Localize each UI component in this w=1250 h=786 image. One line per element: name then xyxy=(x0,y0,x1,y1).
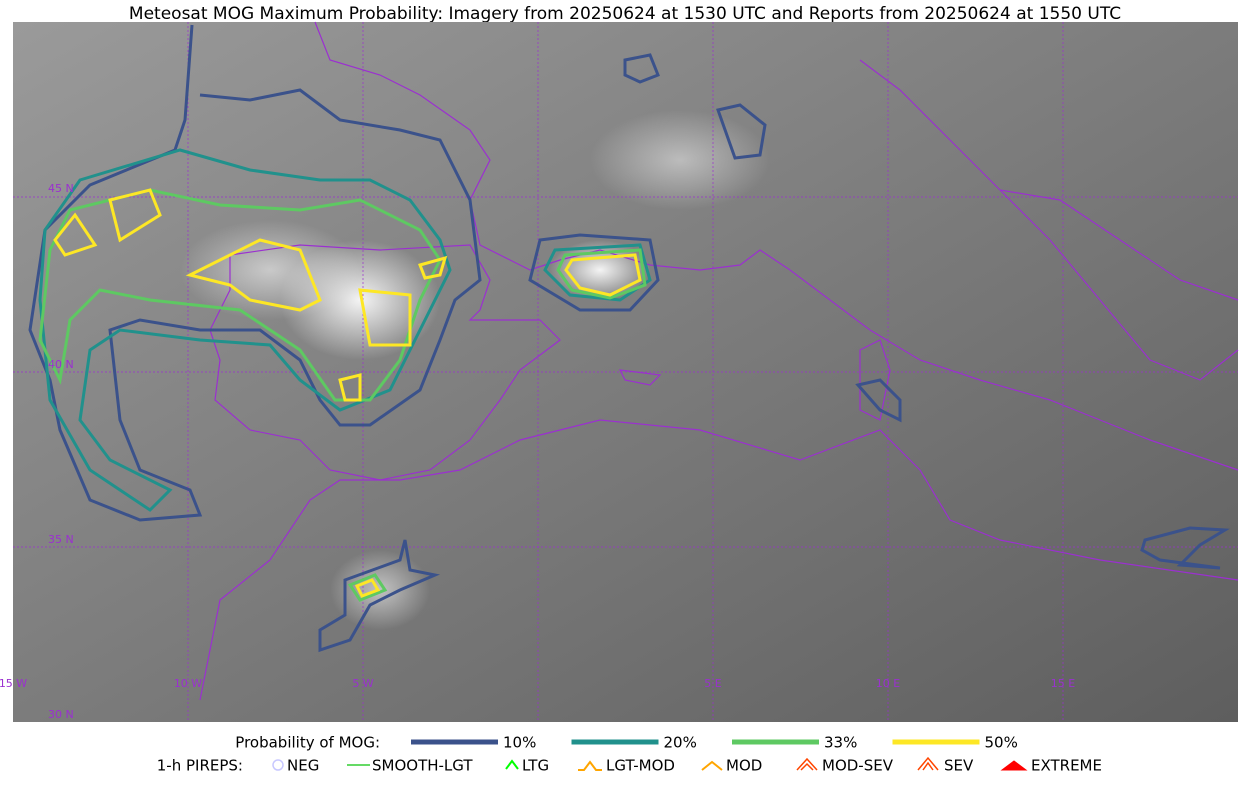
lat-label: 30 N xyxy=(48,708,74,721)
legend-entry: MOD xyxy=(726,757,762,775)
legend-entry: 20% xyxy=(664,734,697,752)
lon-label: 5 W xyxy=(352,677,373,690)
lon-label: 15 E xyxy=(1051,677,1075,690)
legend-label: 1-h PIREPS: xyxy=(157,757,243,775)
contours xyxy=(28,24,1230,653)
legend-entry: MOD-SEV xyxy=(822,757,894,775)
pirep-icon xyxy=(1000,760,1028,771)
lat-label: 45 N xyxy=(48,182,74,195)
coastline xyxy=(999,189,1239,301)
lat-label: 35 N xyxy=(48,533,74,546)
legend-entry: SMOOTH-LGT xyxy=(372,757,473,775)
pirep-symbol xyxy=(917,756,939,771)
title: Meteosat MOG Maximum Probability: Imager… xyxy=(129,4,1121,24)
coastline xyxy=(859,59,1239,381)
contour xyxy=(318,539,441,653)
pirep-symbol xyxy=(701,760,723,771)
coastline xyxy=(314,21,1239,471)
contour xyxy=(347,573,388,602)
lon-label: 5 E xyxy=(704,677,721,690)
coastline xyxy=(209,244,561,481)
lat-label: 40 N xyxy=(48,358,74,371)
legend-entry: 33% xyxy=(824,734,857,752)
lon-label: 15 W xyxy=(0,677,27,690)
pirep-symbol xyxy=(578,760,602,771)
cloud xyxy=(180,220,360,320)
island xyxy=(618,369,662,386)
pirep-symbol xyxy=(272,759,284,771)
pirep-symbol xyxy=(796,757,818,771)
pirep-icon xyxy=(796,757,818,771)
legend-entry: LGT-MOD xyxy=(606,757,675,775)
legend-entry: EXTREME xyxy=(1031,757,1102,775)
pirep-icon xyxy=(505,759,519,770)
graticule xyxy=(13,22,1238,722)
contour xyxy=(623,53,1230,570)
cloud xyxy=(330,550,430,630)
coastline xyxy=(199,419,1239,701)
island xyxy=(859,339,891,421)
map: 45 N 40 N 35 N 30 N 15 W 10 W 5 W 5 E 10 E 15 E xyxy=(0,21,1239,722)
pirep-symbol xyxy=(1000,760,1028,771)
pirep-icon xyxy=(701,760,723,771)
contour xyxy=(354,578,381,598)
contour xyxy=(38,148,452,512)
pirep-icon xyxy=(917,756,939,771)
coastlines xyxy=(199,21,1239,701)
contour xyxy=(543,243,652,302)
contour xyxy=(564,253,642,297)
cloud xyxy=(590,110,770,210)
pirep-icon xyxy=(578,760,602,771)
contour xyxy=(556,248,647,300)
lon-label: 10 E xyxy=(876,677,900,690)
legend-entry: SEV xyxy=(944,757,974,775)
lon-label: 10 W xyxy=(174,677,202,690)
pirep-symbol xyxy=(505,759,519,770)
legend-entry: NEG xyxy=(287,757,319,775)
legend-label: Probability of MOG: xyxy=(235,734,380,752)
pirep-icon xyxy=(272,759,284,771)
contour xyxy=(53,188,448,402)
latitude-labels: 45 N 40 N 35 N 30 N xyxy=(48,182,74,721)
contour xyxy=(528,233,660,312)
legend-entry: 10% xyxy=(503,734,536,752)
longitude-labels: 15 W 10 W 5 W 5 E 10 E 15 E xyxy=(0,677,1075,690)
legend-entry: 50% xyxy=(985,734,1018,752)
contour xyxy=(28,24,482,522)
legend: Probability of MOG: 10% 20% 33% 50% 1-h PIREP… xyxy=(157,734,1102,775)
legend-entry: LTG xyxy=(522,757,549,775)
